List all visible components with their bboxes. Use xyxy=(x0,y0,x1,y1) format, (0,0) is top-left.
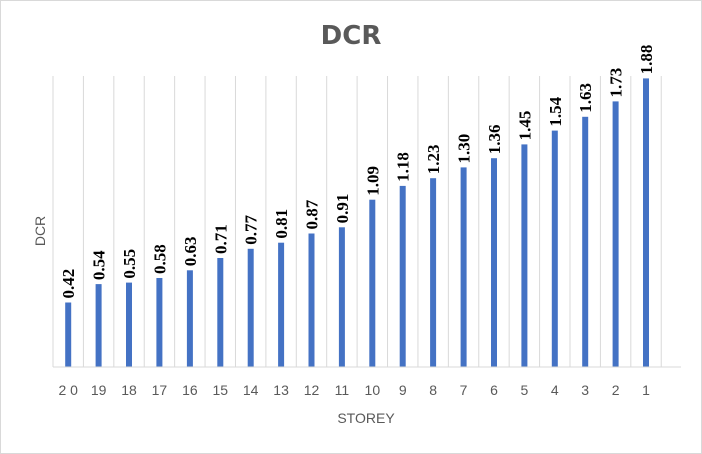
data-label-storey-19: 0.54 xyxy=(90,250,109,280)
data-label-storey-12: 0.87 xyxy=(302,199,321,229)
x-tick-label-19: 19 xyxy=(91,382,107,398)
data-label-storey-1: 1.88 xyxy=(637,45,656,75)
bar-storey-9 xyxy=(399,185,406,367)
x-tick-label-6: 6 xyxy=(490,382,498,398)
x-tick-label-8: 8 xyxy=(429,382,437,398)
bar-storey-1 xyxy=(643,78,649,368)
x-tick-label-2: 2 xyxy=(612,382,620,398)
x-tick-label-1: 1 xyxy=(642,382,650,398)
data-label-storey-10: 1.09 xyxy=(363,166,382,196)
bar-storey-7 xyxy=(460,167,467,367)
x-tick-label-4: 4 xyxy=(551,382,559,398)
x-tick-label-10: 10 xyxy=(365,382,381,398)
grid-layer xyxy=(52,76,662,367)
x-axis-label: STOREY xyxy=(337,410,395,426)
x-tick-label-16: 16 xyxy=(182,382,198,398)
x-tick-label-13: 13 xyxy=(273,382,289,398)
data-label-storey-16: 0.63 xyxy=(181,237,200,267)
data-label-storey-4: 1.54 xyxy=(546,96,565,126)
data-label-storey-3: 1.63 xyxy=(576,83,595,113)
x-tick-label-11: 11 xyxy=(335,382,350,398)
data-label-storey-7: 1.30 xyxy=(455,134,474,164)
label-layer: 0.42 0.54 0.55 0.58 0.63 0.71 0.77 0.81 0.87 0.91… xyxy=(59,45,656,299)
x-tick-label-12: 12 xyxy=(304,382,320,398)
data-label-storey-14: 0.77 xyxy=(242,215,261,245)
data-label-storey-6: 1.36 xyxy=(485,124,504,154)
data-label-storey-5: 1.45 xyxy=(515,111,534,141)
x-tick-label-15: 15 xyxy=(212,382,228,398)
bar-storey-16 xyxy=(186,270,193,367)
bar-storey-2 xyxy=(612,101,619,368)
data-label-storey-20: 0.42 xyxy=(59,269,78,299)
tick-layer: 2 0 19 18 17 16 15 14 13 12 11 10 9 8 7 6 5 4 3 2 1 xyxy=(58,382,650,398)
x-tick-label-17: 17 xyxy=(152,382,168,398)
bar-storey-13 xyxy=(278,242,285,367)
bar-storey-3 xyxy=(582,116,589,367)
x-tick-label-9: 9 xyxy=(399,382,407,398)
data-label-storey-15: 0.71 xyxy=(211,224,230,254)
bar-storey-5 xyxy=(521,144,528,367)
x-tick-label-5: 5 xyxy=(520,382,528,398)
bar-storey-19 xyxy=(95,284,102,367)
x-tick-label-7: 7 xyxy=(460,382,468,398)
bar-storey-18 xyxy=(126,282,132,367)
bar-storey-20 xyxy=(65,302,72,367)
bar-storey-11 xyxy=(338,227,345,367)
data-label-storey-2: 1.73 xyxy=(607,68,626,98)
bar-storey-12 xyxy=(308,233,315,367)
bar-storey-4 xyxy=(551,130,558,367)
bar-storey-10 xyxy=(369,199,376,367)
bar-storey-14 xyxy=(247,248,254,367)
x-tick-label-3: 3 xyxy=(581,382,589,398)
bar-storey-8 xyxy=(430,178,437,367)
data-label-storey-18: 0.55 xyxy=(120,249,139,279)
data-label-storey-9: 1.18 xyxy=(394,152,413,182)
data-label-storey-11: 0.91 xyxy=(333,194,352,224)
x-tick-label-14: 14 xyxy=(243,382,259,398)
bar-storey-6 xyxy=(491,158,497,367)
bar-layer xyxy=(65,78,649,368)
data-label-storey-17: 0.58 xyxy=(150,244,169,274)
x-tick-label-18: 18 xyxy=(121,382,137,398)
x-tick-label-20: 2 0 xyxy=(58,382,78,398)
bar-storey-17 xyxy=(156,278,163,367)
data-label-storey-13: 0.81 xyxy=(272,209,291,239)
chart-title: DCR xyxy=(320,21,382,51)
data-label-storey-8: 1.23 xyxy=(424,144,443,174)
y-axis-label: DCR xyxy=(32,216,48,246)
bar-storey-15 xyxy=(217,258,224,367)
